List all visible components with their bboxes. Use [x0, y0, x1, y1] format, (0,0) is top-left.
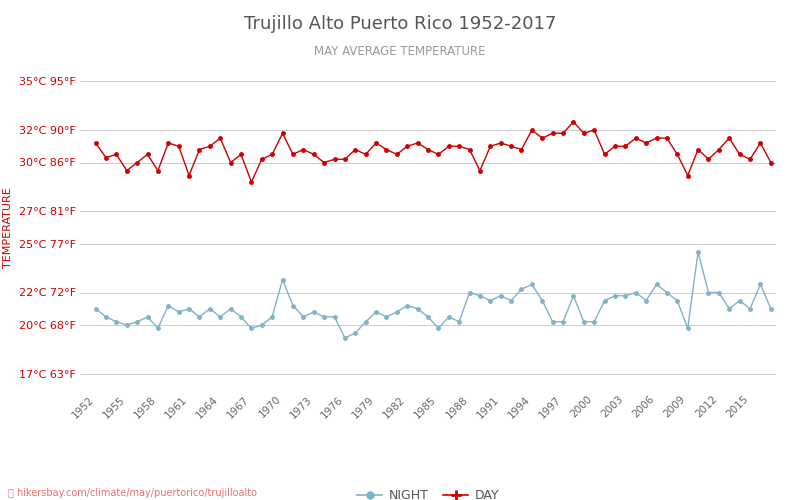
Y-axis label: TEMPERATURE: TEMPERATURE	[3, 187, 13, 268]
Text: Trujillo Alto Puerto Rico 1952-2017: Trujillo Alto Puerto Rico 1952-2017	[244, 15, 556, 33]
Text: 📍 hikersbay.com/climate/may/puertorico/trujilloalto: 📍 hikersbay.com/climate/may/puertorico/t…	[8, 488, 257, 498]
Text: MAY AVERAGE TEMPERATURE: MAY AVERAGE TEMPERATURE	[314, 45, 486, 58]
Legend: NIGHT, DAY: NIGHT, DAY	[352, 484, 504, 500]
